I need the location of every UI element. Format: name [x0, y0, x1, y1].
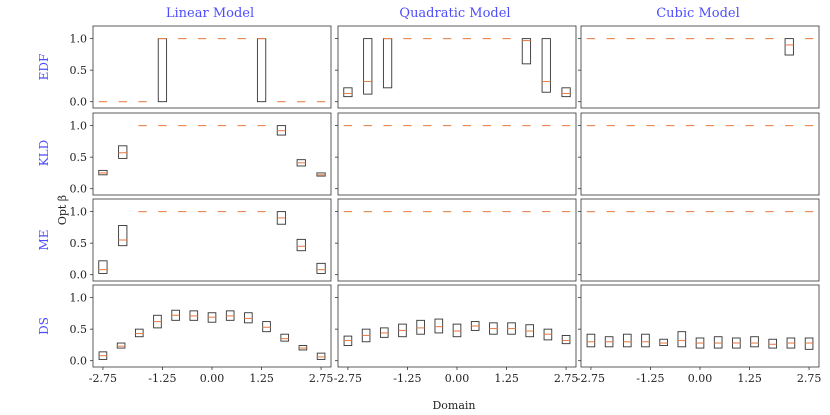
row-titles: EDF KLD ME DS — [37, 54, 51, 335]
row-title-kld: KLD — [37, 140, 51, 167]
box — [586, 333, 596, 348]
box — [296, 238, 306, 252]
panel-frame — [337, 198, 577, 282]
column-title-linear: Linear Model — [166, 6, 254, 21]
x-tick-label: 2.75 — [797, 372, 822, 385]
box — [561, 87, 571, 98]
box — [784, 38, 794, 56]
box — [343, 87, 353, 98]
box — [363, 38, 373, 95]
box — [622, 333, 632, 348]
y-tick-label: 1.0 — [70, 206, 88, 219]
box — [521, 38, 532, 65]
box — [677, 331, 687, 348]
box — [750, 336, 759, 348]
x-tick-label: 2.75 — [554, 372, 579, 385]
panel-frame — [92, 25, 332, 109]
box — [118, 225, 128, 247]
row-title-me: ME — [37, 229, 51, 250]
row-title-ds: DS — [37, 317, 51, 335]
panel-frame — [337, 284, 577, 368]
y-tick-label: 1.0 — [70, 33, 88, 46]
y-tick-label: 0.0 — [70, 269, 88, 282]
column-title-cubic: Cubic Model — [656, 6, 740, 21]
box — [262, 321, 271, 333]
y-tick-label: 1.0 — [70, 292, 88, 305]
y-tick-label: 0.5 — [70, 323, 88, 336]
box — [157, 38, 168, 103]
box — [382, 38, 393, 89]
y-tick-label: 0.0 — [70, 183, 88, 196]
panel: -2.75 -1.25 0.00 1.25 2.75 — [577, 284, 822, 385]
x-tick-label: 2.75 — [309, 372, 334, 385]
box — [280, 333, 290, 342]
x-tick-label: 1.25 — [737, 372, 762, 385]
panel: 0.0 0.5 1.0 -2.75 -1.25 0.00 1.25 2.75 — [70, 284, 334, 385]
box — [316, 352, 326, 360]
y-tick-label: 0.5 — [70, 64, 88, 77]
box — [116, 342, 126, 349]
panel-frame — [580, 198, 820, 282]
panel — [578, 112, 820, 196]
row-title-edf: EDF — [37, 54, 51, 81]
box — [134, 328, 144, 338]
box — [641, 333, 650, 348]
y-tick-label: 0.5 — [70, 237, 88, 250]
panel-frame — [92, 284, 332, 368]
x-tick-label: -1.25 — [148, 372, 176, 385]
panel — [335, 112, 577, 196]
panel: 0.0 0.5 1.0 — [70, 198, 332, 282]
box — [452, 323, 462, 338]
panel-frame — [92, 198, 332, 282]
box — [256, 38, 267, 103]
x-tick-label: -2.75 — [577, 372, 605, 385]
y-tick-label: 0.0 — [70, 355, 88, 368]
panel — [335, 25, 577, 109]
y-tick-label: 1.0 — [70, 120, 88, 133]
panel — [578, 25, 820, 109]
box — [98, 260, 108, 274]
box — [561, 335, 571, 345]
panel-frame — [580, 284, 820, 368]
panel-frame — [337, 25, 577, 109]
panel-frame — [337, 112, 577, 196]
x-tick-label: 0.00 — [445, 372, 470, 385]
x-tick-label: -1.25 — [636, 372, 664, 385]
x-tick-label: 1.25 — [249, 372, 274, 385]
box — [244, 312, 253, 324]
x-tick-label: -1.25 — [393, 372, 421, 385]
column-title-quadratic: Quadratic Model — [399, 6, 510, 21]
box — [713, 336, 723, 349]
x-tick-label: 1.25 — [494, 372, 519, 385]
x-tick-label: -2.75 — [89, 372, 117, 385]
box — [316, 262, 326, 274]
box — [118, 145, 128, 159]
y-tick-label: 0.0 — [70, 96, 88, 109]
y-axis-title: Opt β — [56, 195, 69, 225]
panel-frame — [580, 25, 820, 109]
panel: 0.0 0.5 1.0 — [70, 25, 332, 109]
box — [659, 338, 668, 347]
box — [434, 318, 444, 334]
panel-frame — [92, 112, 332, 196]
panel: 0.0 0.5 1.0 — [70, 112, 332, 196]
box — [541, 38, 551, 93]
panel — [578, 198, 820, 282]
x-tick-label: 0.00 — [688, 372, 713, 385]
y-tick-label: 0.5 — [70, 151, 88, 164]
panel-frame — [580, 112, 820, 196]
panel: -2.75 -1.25 0.00 1.25 2.75 — [334, 284, 579, 385]
x-tick-label: -2.75 — [334, 372, 362, 385]
x-axis-title: Domain — [432, 399, 475, 412]
panels: 0.0 0.5 1.0 0.0 0.5 1.0 0.0 0.5 1.0 0.0 0.5 1.0 -2.7… — [70, 25, 822, 385]
box — [416, 319, 425, 335]
panel — [335, 198, 577, 282]
box — [804, 337, 814, 350]
x-tick-label: 0.00 — [200, 372, 225, 385]
box — [768, 338, 778, 349]
column-titles: Linear Model Quadratic Model Cubic Model — [166, 6, 740, 21]
